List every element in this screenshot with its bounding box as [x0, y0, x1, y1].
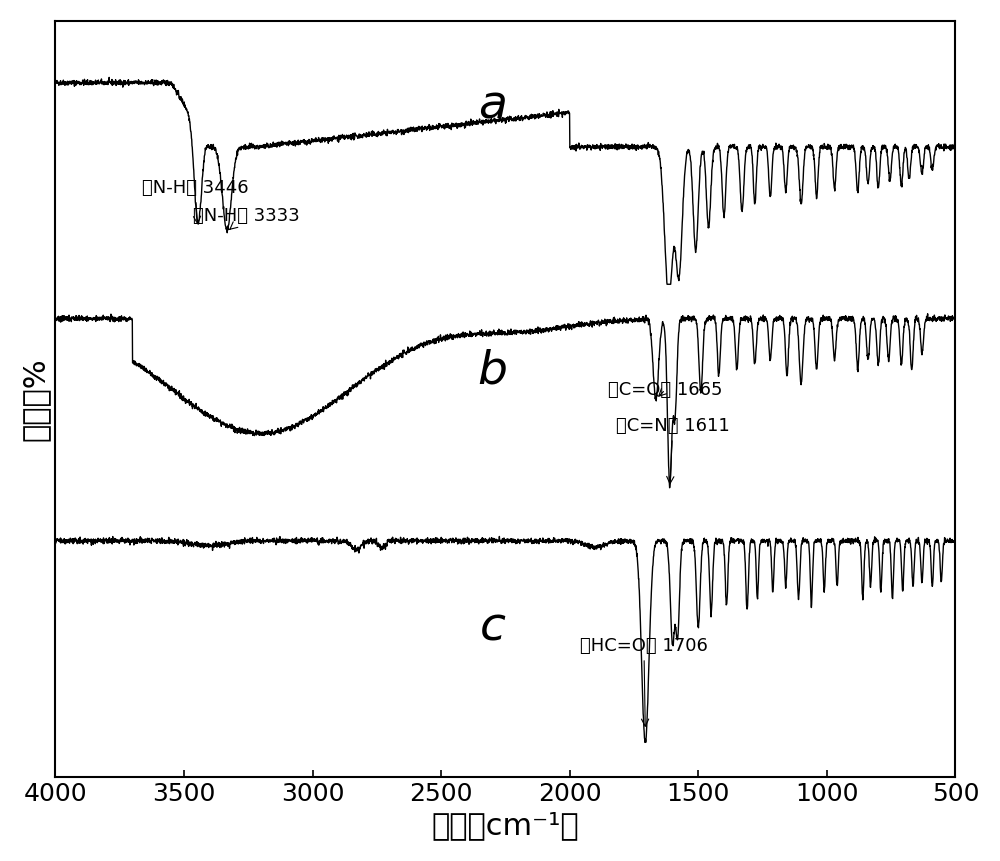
Y-axis label: 透射率%: 透射率% — [21, 357, 50, 441]
Text: （C=O） 1665: （C=O） 1665 — [608, 381, 723, 399]
X-axis label: 波数（cm⁻¹）: 波数（cm⁻¹） — [432, 811, 579, 840]
Text: （N-H） 3446: （N-H） 3446 — [142, 179, 248, 224]
Text: b: b — [478, 349, 508, 393]
Text: （N-H） 3333: （N-H） 3333 — [193, 207, 300, 229]
Text: a: a — [478, 84, 507, 128]
Text: c: c — [480, 605, 506, 650]
Text: （HC=O） 1706: （HC=O） 1706 — [580, 637, 708, 727]
Text: （C=N） 1611: （C=N） 1611 — [616, 418, 730, 484]
